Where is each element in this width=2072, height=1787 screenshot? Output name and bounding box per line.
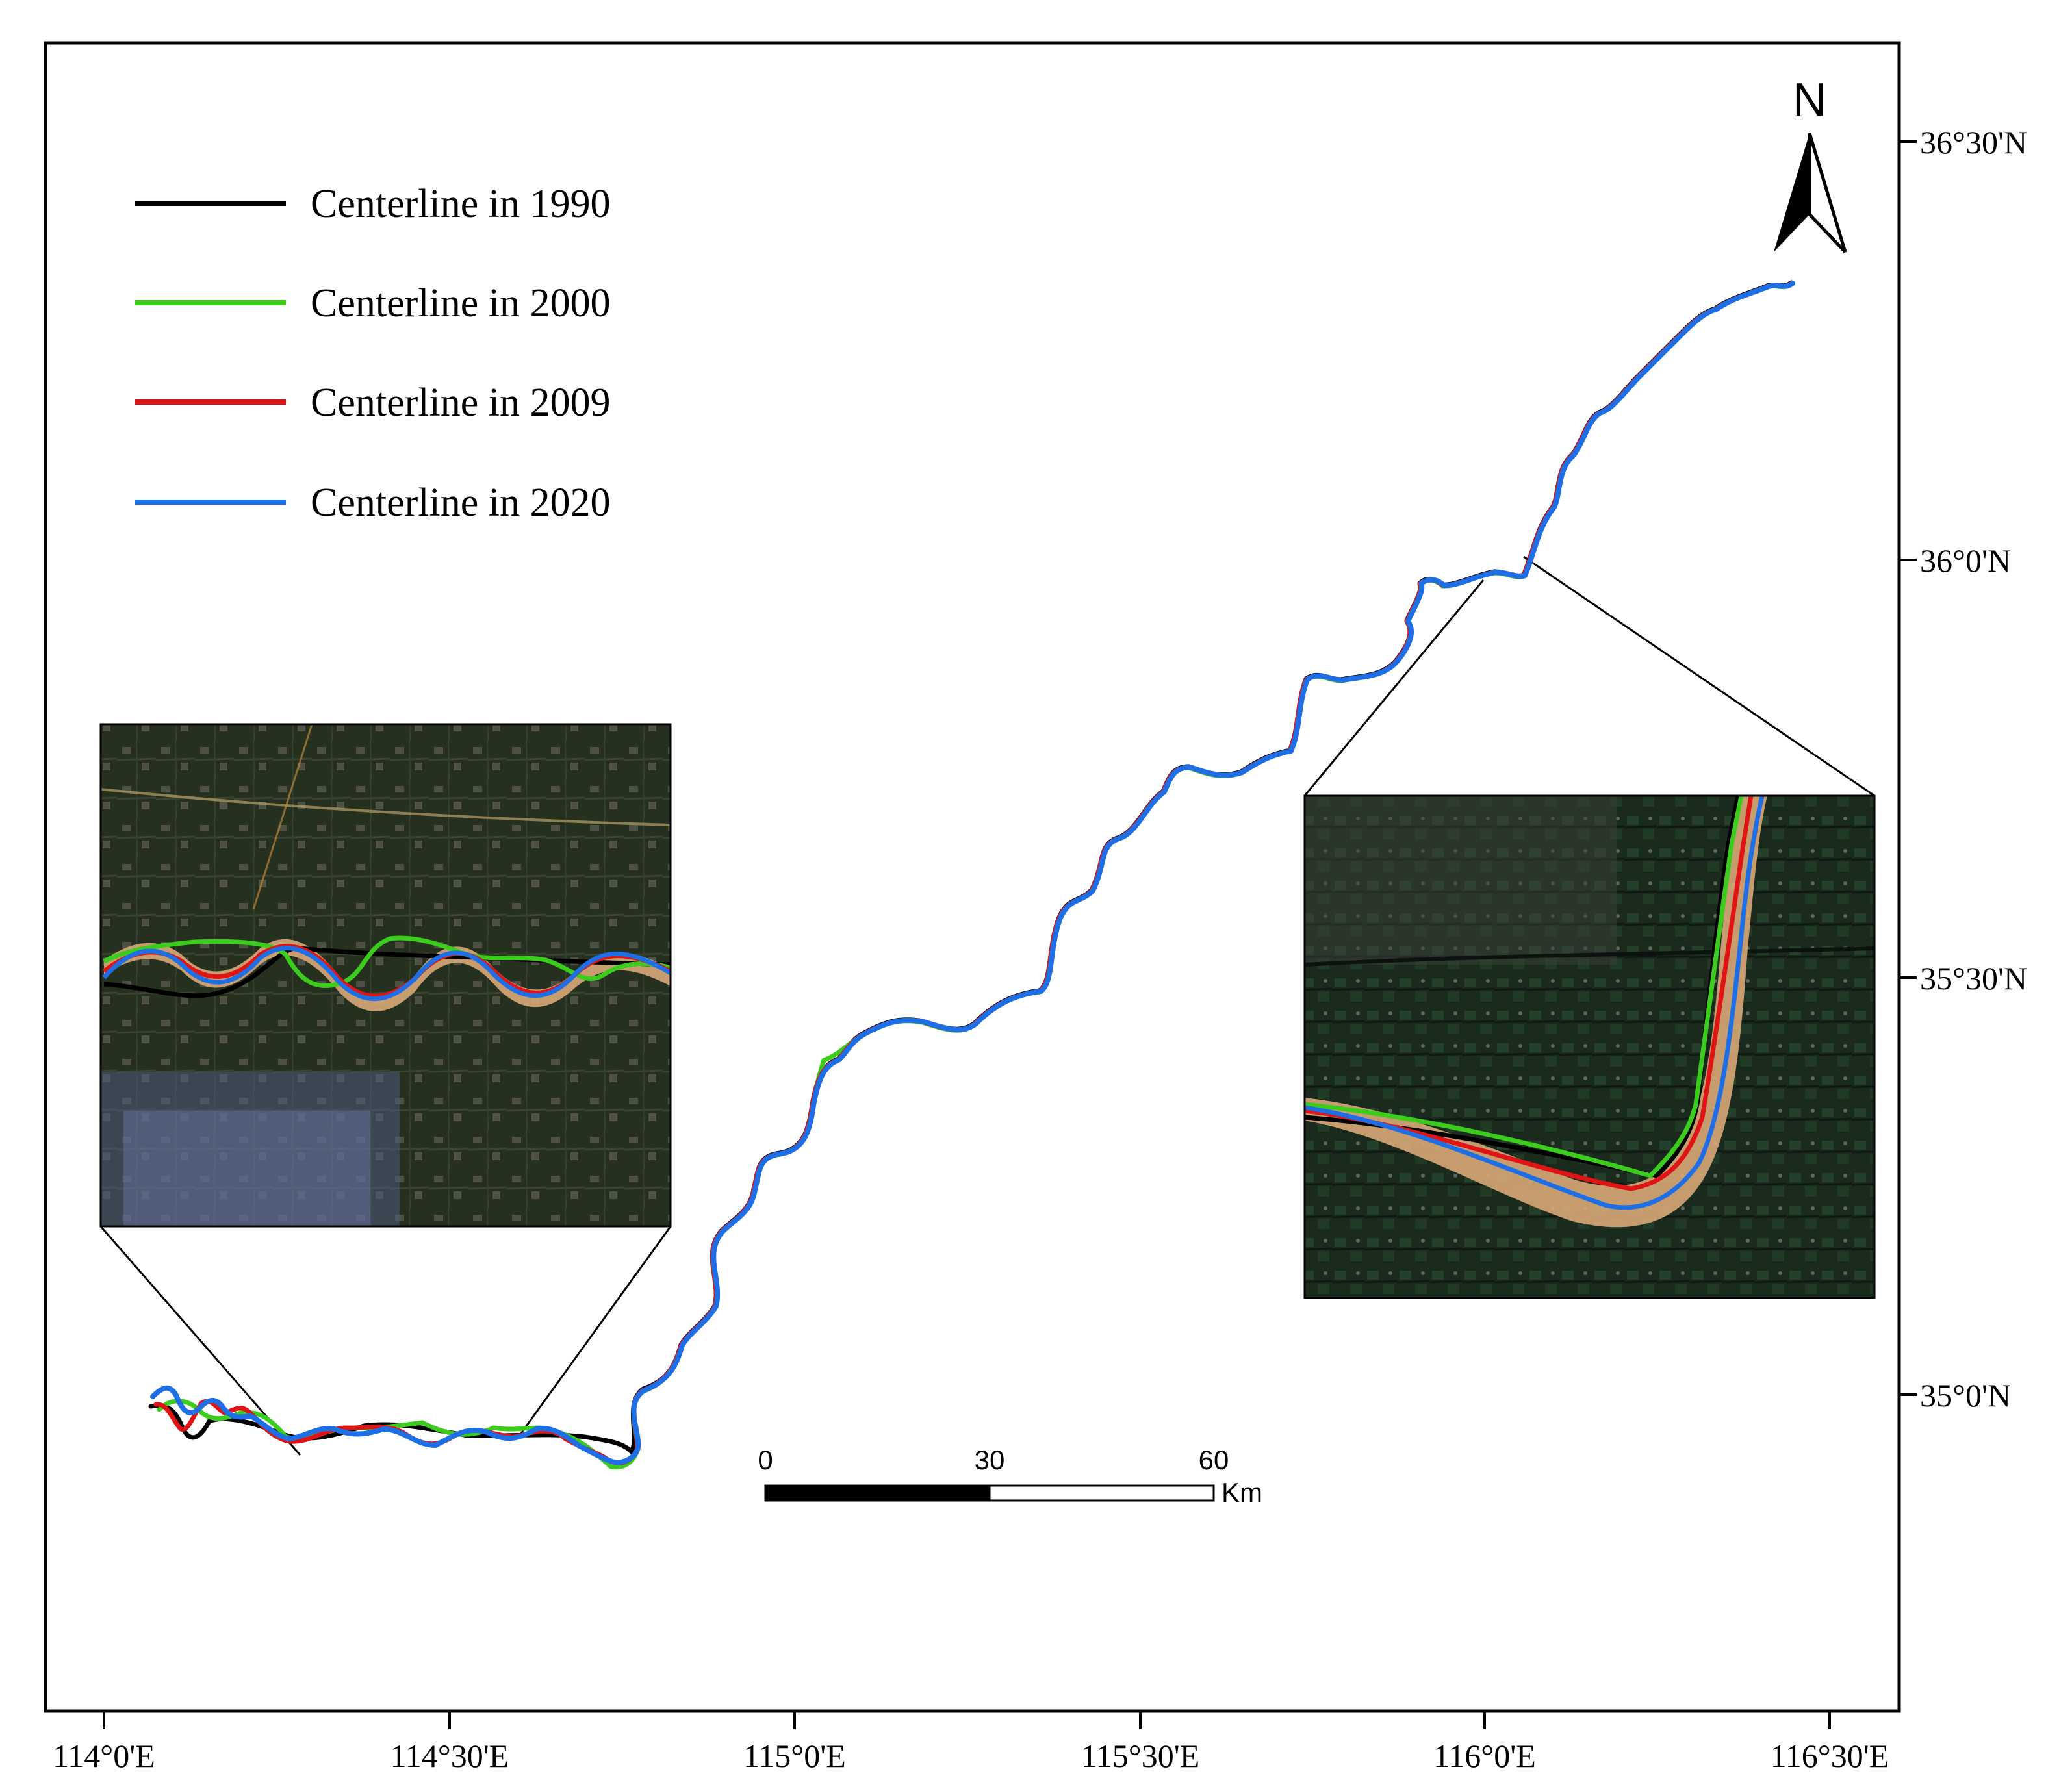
centerline-2020 <box>150 281 1795 1465</box>
latitude-axis <box>1899 140 1917 1396</box>
legend-label-2020: Centerline in 2020 <box>311 481 610 525</box>
lat-label-36-0: 36°0'N <box>1920 542 2011 579</box>
legend-label-1990: Centerline in 1990 <box>311 182 610 226</box>
lon-label-114-30: 114°30'E <box>390 1738 509 1774</box>
lon-label-115-0: 115°0'E <box>743 1738 846 1774</box>
lat-label-35-0: 35°0'N <box>1920 1377 2011 1413</box>
lon-label-116-30: 116°30'E <box>1771 1738 1889 1774</box>
scale-unit: Km <box>1221 1477 1262 1508</box>
lon-label-114-0: 114°0'E <box>53 1738 155 1774</box>
north-arrow-icon: N <box>1774 74 1847 253</box>
lat-label-35-30: 35°30'N <box>1920 960 2027 996</box>
river-centerlines <box>148 280 1795 1470</box>
scale-tick-0: 0 <box>758 1445 773 1475</box>
lon-label-116-0: 116°0'E <box>1433 1738 1536 1774</box>
longitude-axis <box>103 1711 1831 1729</box>
scale-tick-60: 60 <box>1199 1445 1229 1475</box>
right-inset <box>1303 794 1876 1299</box>
scale-tick-30: 30 <box>975 1445 1005 1475</box>
legend-label-2000: Centerline in 2000 <box>311 281 610 325</box>
lat-label-36-30: 36°30'N <box>1920 124 2027 160</box>
legend: Centerline in 1990 Centerline in 2000 Ce… <box>135 182 610 525</box>
left-inset <box>99 723 672 1228</box>
scale-bar: 0 30 60 Km <box>758 1445 1262 1508</box>
lon-label-115-30: 115°30'E <box>1081 1738 1200 1774</box>
north-label: N <box>1793 74 1826 126</box>
legend-label-2009: Centerline in 2009 <box>311 381 610 425</box>
